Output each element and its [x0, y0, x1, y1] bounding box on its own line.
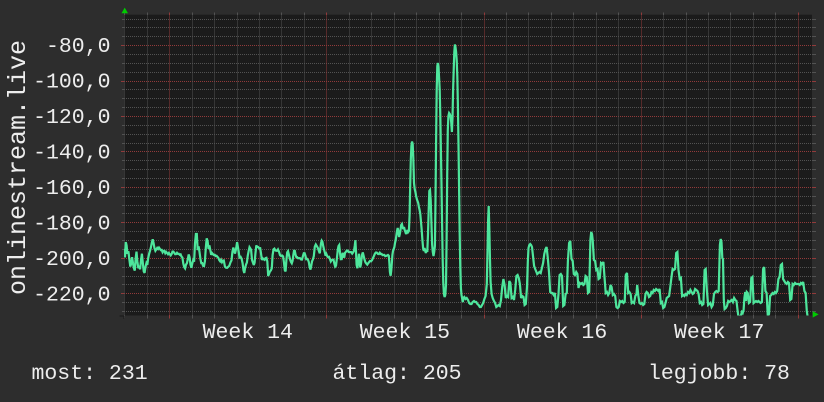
svg-text:legjobb: 78: legjobb: 78	[648, 362, 790, 386]
svg-text:-140,0: -140,0	[33, 142, 110, 166]
svg-text:-80,0: -80,0	[46, 35, 111, 59]
svg-text:Week 16: Week 16	[517, 321, 607, 345]
svg-text:onlinestream.live: onlinestream.live	[4, 40, 33, 295]
svg-text:-160,0: -160,0	[33, 177, 110, 201]
svg-text:átlag: 205: átlag: 205	[333, 362, 462, 386]
svg-text:most: 231: most: 231	[32, 362, 148, 386]
svg-text:Week 14: Week 14	[203, 321, 293, 345]
svg-text:-180,0: -180,0	[33, 212, 110, 236]
svg-text:-100,0: -100,0	[33, 71, 110, 95]
svg-text:-120,0: -120,0	[33, 106, 110, 130]
svg-text:Week 15: Week 15	[360, 321, 450, 345]
svg-text:Week 17: Week 17	[674, 321, 764, 345]
svg-text:-200,0: -200,0	[33, 248, 110, 272]
svg-text:-220,0: -220,0	[33, 283, 110, 307]
